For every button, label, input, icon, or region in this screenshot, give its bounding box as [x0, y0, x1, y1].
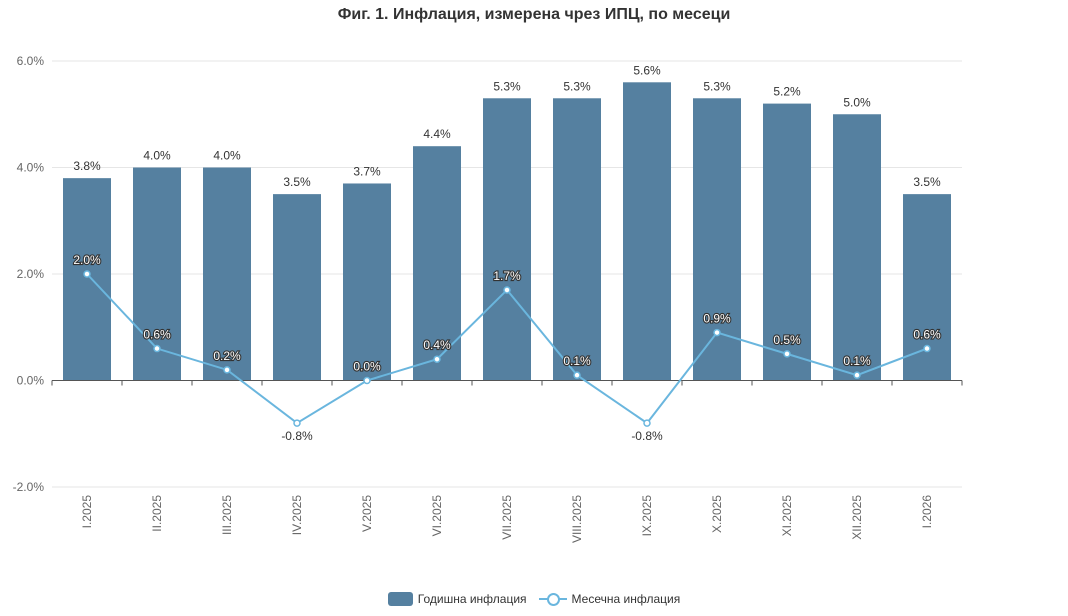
line-value-label: 0.1% [563, 354, 591, 368]
line-point [433, 355, 441, 363]
x-tick-label: XI.2025 [780, 495, 794, 537]
line-point [503, 286, 511, 294]
bar-value-label: 4.4% [423, 127, 451, 141]
chart-plot: -2.0% 0.0% 2.0% 4.0% 6.0% 3.8% 4.0% 4.0% 3.5% 3.7… [13, 54, 963, 543]
line-point [573, 371, 581, 379]
bar-value-label: 5.2% [773, 85, 801, 99]
line-value-label: 0.2% [213, 349, 241, 363]
bar-value-label: 5.6% [633, 63, 661, 77]
y-tick-label: -2.0% [13, 480, 45, 494]
legend: Годишна инфлация Месечна инфлация [0, 592, 1068, 606]
x-tick-label: X.2025 [710, 495, 724, 533]
bar [553, 98, 601, 381]
bar-value-label: 4.0% [143, 149, 171, 163]
line-value-label: 0.6% [143, 328, 171, 342]
line-value-label: 0.6% [913, 328, 941, 342]
line-value-label: -0.8% [631, 429, 663, 443]
line-value-label: -0.8% [281, 429, 313, 443]
bar [833, 114, 881, 381]
line-value-label: 0.4% [423, 338, 451, 352]
line-point [293, 419, 301, 427]
chart-title: Фиг. 1. Инфлация, измерена чрез ИПЦ, по … [337, 6, 731, 23]
line-point [853, 371, 861, 379]
bar-value-label: 5.3% [703, 79, 731, 93]
line-point [223, 366, 231, 374]
line-point [923, 344, 931, 353]
y-tick-label: 4.0% [17, 161, 45, 175]
y-tick-label: 6.0% [17, 54, 45, 68]
x-tick-label: XII.2025 [850, 495, 864, 540]
bar-value-label: 3.7% [353, 164, 381, 178]
bar [763, 103, 811, 381]
line-point [713, 328, 721, 337]
bar [903, 194, 951, 381]
y-tick-label: 0.0% [17, 374, 45, 388]
x-tick-label: IX.2025 [640, 495, 654, 537]
x-tick-label: VIII.2025 [570, 495, 584, 543]
x-tick-label: III.2025 [220, 495, 234, 535]
bar-value-label: 3.5% [913, 175, 941, 189]
bar [203, 167, 251, 381]
bar [623, 82, 671, 381]
bar-value-label: 5.0% [843, 95, 871, 109]
x-tick-label: II.2025 [150, 495, 164, 532]
line-value-label: 0.9% [703, 312, 731, 326]
legend-label-monthly: Месечна инфлация [571, 592, 681, 606]
bar [413, 146, 461, 381]
legend-label-annual: Годишна инфлация [417, 592, 527, 606]
legend-line-swatch [538, 592, 567, 606]
x-tick-label: V.2025 [360, 495, 374, 532]
line-point [83, 270, 91, 278]
bar-value-label: 5.3% [563, 79, 591, 93]
bar [483, 98, 531, 381]
line-value-label: 0.0% [353, 360, 381, 374]
line-value-label: 2.0% [73, 253, 101, 267]
legend-item-annual[interactable]: Годишна инфлация [387, 592, 527, 606]
line-value-label: 1.7% [493, 269, 521, 283]
line-point [783, 350, 791, 358]
bar-value-label: 5.3% [493, 79, 521, 93]
bar-value-label: 3.5% [283, 175, 311, 189]
y-tick-label: 2.0% [17, 267, 45, 281]
x-tick-label: IV.2025 [290, 495, 304, 536]
line-point [643, 419, 651, 427]
bar [63, 178, 111, 381]
line-value-label: 0.1% [843, 354, 871, 368]
line-point [363, 376, 371, 385]
x-tick-label: VI.2025 [430, 495, 444, 537]
x-tick-label: I.2025 [80, 495, 94, 529]
bar [343, 183, 391, 381]
x-tick-label: VII.2025 [500, 495, 514, 540]
bar-value-label: 3.8% [73, 159, 101, 173]
legend-item-monthly[interactable]: Месечна инфлация [538, 592, 681, 606]
line-point [153, 344, 161, 353]
bar-value-label: 4.0% [213, 149, 241, 163]
legend-bar-swatch [387, 592, 413, 606]
bar [273, 194, 321, 381]
x-tick-label: I.2026 [920, 495, 934, 529]
line-value-label: 0.5% [773, 333, 801, 347]
